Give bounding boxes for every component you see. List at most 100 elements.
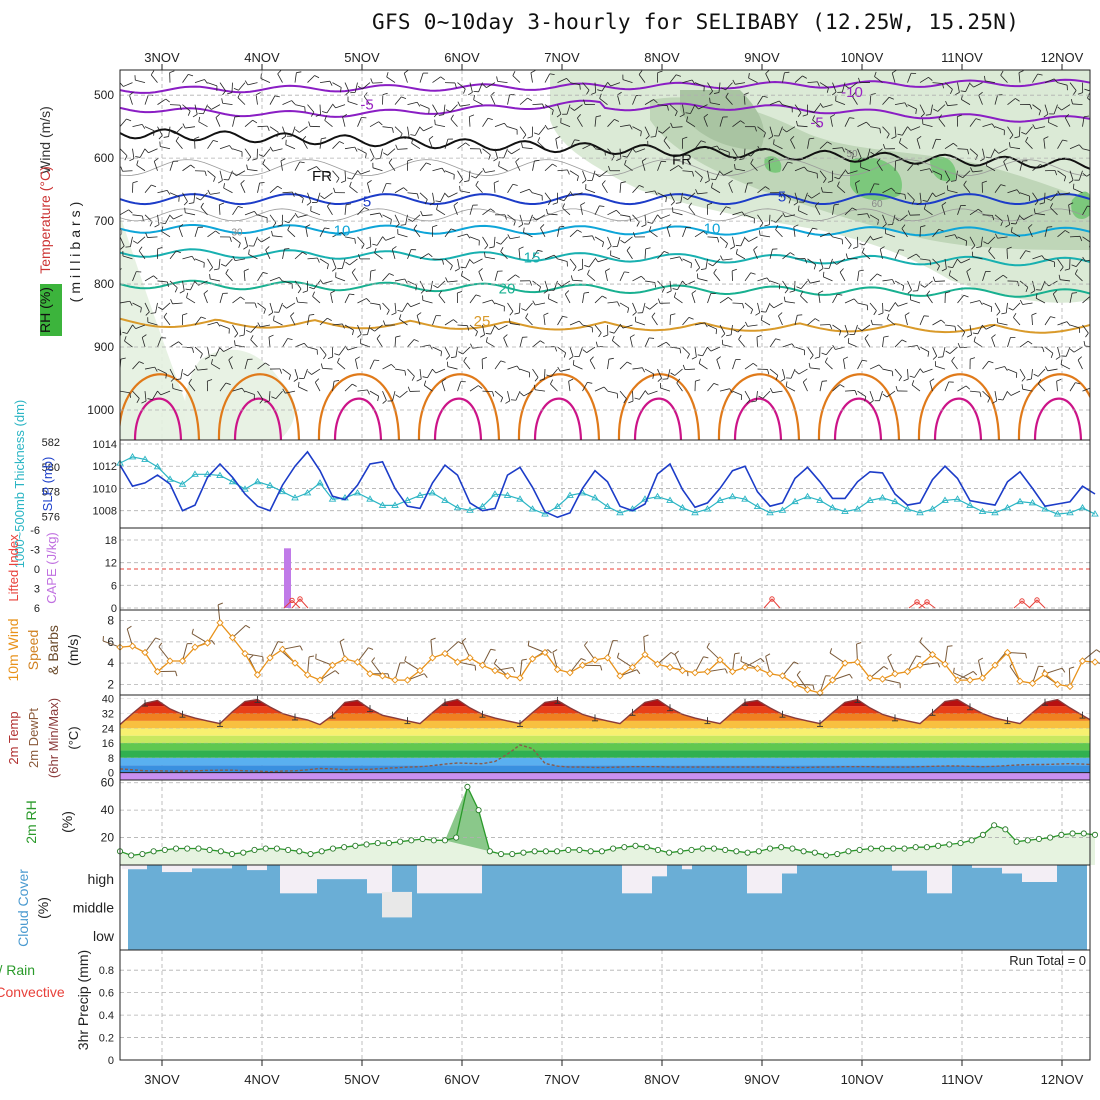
- rh-point: [1091, 831, 1099, 838]
- surface-wind-barb-flag: [552, 649, 558, 653]
- wind-barb: [519, 337, 523, 348]
- wind-barb: [232, 387, 243, 392]
- wind-barb-flag: [691, 79, 696, 85]
- wind-barb-flag: [376, 334, 381, 339]
- wind-barb-flag: [807, 278, 811, 284]
- wind-barb: [594, 324, 602, 334]
- wind-barb: [619, 302, 629, 309]
- wind-barb: [569, 139, 575, 149]
- wind-barb: [562, 207, 571, 216]
- wind-barb-flag: [185, 288, 191, 291]
- wind-barb-flag: [309, 286, 315, 290]
- wind-barb: [599, 170, 608, 178]
- wind-barb-flag: [948, 270, 951, 276]
- wind-barb-flag: [663, 250, 669, 254]
- wind-barb-flag: [161, 226, 164, 232]
- wind-barb: [569, 346, 574, 357]
- wind-barb-flag: [554, 346, 558, 352]
- wind-barb: [957, 294, 965, 304]
- wind-barb-flag: [611, 335, 615, 341]
- wind-barb: [944, 82, 953, 90]
- wind-barb-flag: [642, 158, 647, 162]
- wind-barb: [697, 278, 708, 282]
- wind-barb-flag: [124, 155, 128, 161]
- wind-barb: [347, 346, 358, 351]
- wind-barb: [1056, 381, 1058, 392]
- surface-wind-barb-flag: [191, 628, 194, 634]
- wind-barb: [657, 280, 665, 289]
- wind-barb: [369, 270, 372, 281]
- rh-point: [778, 844, 785, 851]
- wind-barb: [622, 324, 633, 329]
- wind-barb: [469, 385, 479, 392]
- wind-barb-flag: [327, 356, 333, 360]
- wind-barb: [269, 126, 279, 133]
- wind-barb: [591, 170, 596, 181]
- wind-barb-flag: [204, 79, 208, 84]
- wind-barb: [1015, 214, 1021, 225]
- wind-barb: [735, 82, 746, 85]
- wind-speed-point: [178, 657, 187, 665]
- thickness-point: [453, 503, 462, 511]
- isotherm-label: 50: [846, 149, 858, 160]
- wind-barb-flag: [869, 235, 874, 241]
- wind-barb-flag: [537, 249, 543, 252]
- ylabel-wind-3: & Barbs: [45, 625, 61, 675]
- wind-barb-flag: [179, 290, 185, 294]
- surface-wind-barb-flag: [490, 648, 496, 651]
- wind-barb: [748, 236, 758, 242]
- wind-barb: [586, 346, 596, 353]
- wind-speed-point: [291, 659, 299, 667]
- wind-barb: [807, 170, 818, 174]
- wind-barb: [1032, 255, 1043, 260]
- wind-barb: [585, 188, 596, 194]
- wind-barb: [1050, 207, 1058, 216]
- wind-barb: [782, 280, 789, 290]
- wind-barb-flag: [1009, 134, 1014, 140]
- wind-barb-flag: [389, 273, 394, 276]
- wind-barb: [299, 126, 308, 133]
- wind-barb: [1053, 104, 1058, 115]
- wind-barb: [613, 324, 621, 334]
- wind-barb: [557, 316, 563, 326]
- wind-barb: [922, 368, 933, 373]
- wind-barb-flag: [1041, 255, 1046, 260]
- rh-point: [195, 845, 202, 852]
- wind-barb-flag: [711, 182, 713, 188]
- rh-point: [554, 848, 561, 855]
- wind-barb: [961, 99, 971, 105]
- wind-barb: [932, 170, 942, 176]
- wind-barb-flag: [607, 245, 612, 250]
- wind-barb: [1010, 146, 1021, 150]
- wind-barb: [644, 337, 650, 348]
- rh-point: [901, 845, 908, 852]
- wind-barb-flag: [166, 190, 171, 195]
- surface-wind-barb: [765, 656, 771, 674]
- li-blip: [1013, 600, 1031, 609]
- wind-barb: [698, 104, 708, 110]
- wind-barb: [786, 126, 796, 133]
- wind-barb-flag: [352, 383, 357, 387]
- wind-barb: [768, 214, 771, 225]
- surface-wind-barb-flag: [643, 634, 649, 638]
- wind-barb-flag: [645, 306, 650, 310]
- wind-barb-flag: [1035, 293, 1038, 299]
- wind-barb-flag: [1034, 200, 1039, 206]
- wind-barb-flag: [416, 312, 422, 316]
- wind-barb-flag: [653, 99, 658, 104]
- wind-barb: [775, 229, 783, 238]
- wind-barb: [1060, 279, 1071, 282]
- cloud-high-gap: [1002, 865, 1022, 874]
- wind-barb: [374, 252, 383, 260]
- wind-barb: [882, 279, 893, 282]
- wind-barb: [132, 390, 140, 399]
- wind-barb: [669, 256, 680, 260]
- wind-barb-flag: [450, 228, 456, 231]
- wind-barb-flag: [947, 266, 953, 269]
- wind-barb-flag: [638, 70, 643, 75]
- wind-barb-flag: [861, 247, 865, 253]
- li-tick-label: 0: [34, 564, 40, 576]
- wind-barb-flag: [419, 126, 424, 132]
- wind-barb: [1060, 364, 1071, 370]
- wind-barb: [269, 276, 280, 282]
